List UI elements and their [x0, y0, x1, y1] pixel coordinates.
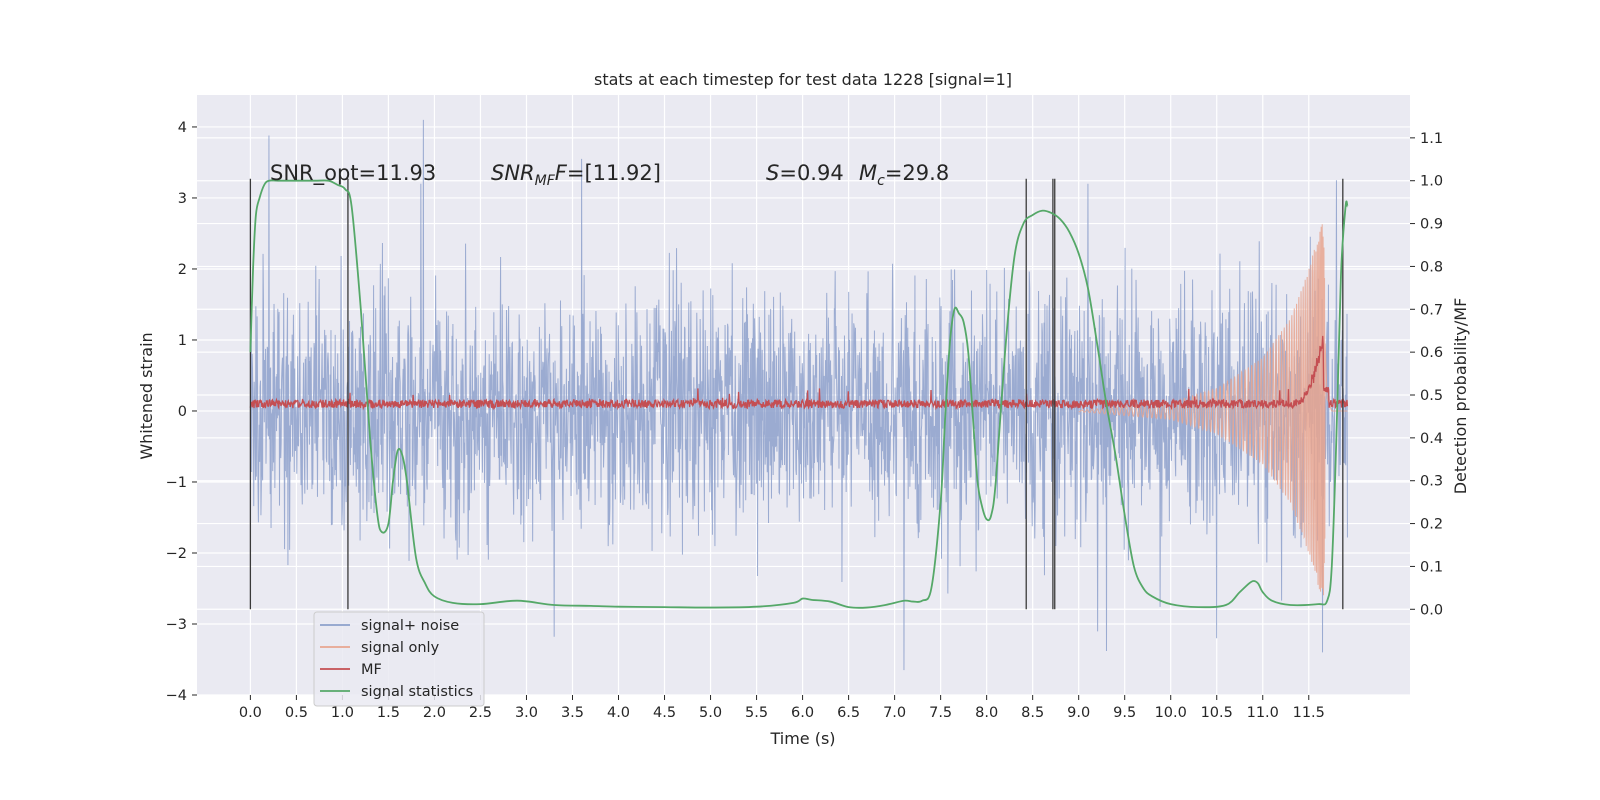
legend: signal+ noise signal only MF signal stat… [313, 611, 485, 707]
y-right-tick-label-3: 0.3 [1420, 474, 1443, 490]
y-right-tick-label-0: 0.0 [1420, 602, 1443, 618]
series-signal-only [1078, 224, 1348, 596]
y-right-tick-label-11: 1.1 [1420, 131, 1443, 147]
annotation-mc: Mc=29.8 [859, 161, 949, 189]
series-signal-statistics [249, 179, 1349, 609]
legend-item-signal-only: signal only [320, 640, 440, 656]
y-right-tick-label-1: 0.1 [1420, 559, 1443, 575]
y-axis-right-ticks: 0.0 0.1 0.2 0.3 0.4 0.5 0.6 0.7 0.8 0.9 1.0 1.1 [1410, 131, 1443, 618]
y-right-tick-label-5: 0.5 [1420, 388, 1443, 404]
x-tick-label-15: 7.5 [929, 705, 952, 721]
x-tick-label-21: 10.5 [1201, 705, 1233, 721]
y-tick-label-7: 3 [178, 191, 187, 207]
y-tick-label-1: −3 [166, 617, 187, 633]
y-tick-label-0: −4 [166, 688, 187, 704]
x-tick-label-23: 11.5 [1293, 705, 1325, 721]
x-tick-label-2: 1.0 [331, 705, 354, 721]
x-axis-ticks: 0.0 0.5 1.0 1.5 2.0 2.5 3.0 3.5 4.0 4.5 5.0 5.5 6.0 6… [239, 695, 1325, 721]
x-tick-label-12: 6.0 [791, 705, 814, 721]
legend-label-signal-noise: signal+ noise [361, 618, 459, 634]
y-right-tick-label-4: 0.4 [1420, 431, 1443, 447]
y-tick-label-8: 4 [178, 120, 187, 136]
mf-line [249, 335, 1349, 411]
legend-box [313, 611, 485, 707]
x-tick-label-18: 9.0 [1067, 705, 1090, 721]
y-tick-label-6: 2 [178, 262, 187, 278]
annotation-mc-rest: =29.8 [885, 161, 949, 185]
annotation-snr-mf-rest: =[11.92] [567, 161, 661, 185]
y-right-tick-label-8: 0.8 [1420, 259, 1443, 275]
x-axis-label: Time (s) [769, 729, 835, 748]
x-tick-label-7: 3.5 [561, 705, 584, 721]
y-tick-label-2: −2 [166, 546, 187, 562]
y-right-tick-label-9: 0.9 [1420, 217, 1443, 233]
x-tick-label-16: 8.0 [975, 705, 998, 721]
x-tick-label-22: 11.0 [1247, 705, 1279, 721]
y-tick-label-4: 0 [178, 404, 187, 420]
x-tick-label-5: 2.5 [469, 705, 492, 721]
x-tick-label-4: 2.0 [423, 705, 446, 721]
x-tick-label-0: 0.0 [239, 705, 262, 721]
series-signal-noise [249, 119, 1348, 671]
x-tick-label-1: 0.5 [285, 705, 308, 721]
legend-label-mf: MF [361, 662, 382, 678]
y-axis-right-label: Detection probability/MF [1451, 298, 1470, 495]
x-tick-label-3: 1.5 [377, 705, 400, 721]
y-tick-label-5: 1 [178, 333, 187, 349]
chart-title: stats at each timestep for test data 122… [594, 70, 1012, 89]
y-axis-label: Whitened strain [137, 332, 156, 459]
annotation-snr-mf-main: SNR [491, 161, 535, 185]
x-tick-label-9: 4.5 [653, 705, 676, 721]
annotation-s: S=0.94 [766, 161, 844, 185]
x-tick-label-20: 10.0 [1155, 705, 1187, 721]
y-right-tick-label-6: 0.6 [1420, 345, 1443, 361]
x-tick-label-19: 9.5 [1113, 705, 1136, 721]
x-tick-label-8: 4.0 [607, 705, 630, 721]
legend-label-signal-statistics: signal statistics [361, 684, 473, 700]
legend-item-mf: MF [320, 662, 382, 678]
x-tick-label-14: 7.0 [883, 705, 906, 721]
y-axis-ticks: −4 −3 −2 −1 0 1 2 3 4 [166, 120, 197, 704]
legend-item-signal-noise: signal+ noise [320, 618, 459, 634]
x-tick-label-17: 8.5 [1021, 705, 1044, 721]
x-tick-label-10: 5.0 [699, 705, 722, 721]
x-tick-label-11: 5.5 [745, 705, 768, 721]
annotation-snr-mf: SNRMFF=[11.92] [491, 161, 661, 189]
y-right-tick-label-2: 0.2 [1420, 517, 1443, 533]
signal-statistics-line [249, 179, 1349, 609]
annotation-s-main: S [766, 161, 779, 185]
y-right-tick-label-7: 0.7 [1420, 302, 1443, 318]
y-tick-label-3: −1 [166, 475, 187, 491]
legend-item-signal-statistics: signal statistics [320, 684, 473, 700]
annotation-s-rest: =0.94 [779, 161, 843, 185]
legend-label-signal-only: signal only [361, 640, 440, 656]
y-right-tick-label-10: 1.0 [1420, 174, 1443, 190]
signal-noise-line [249, 119, 1348, 671]
annotation-snr-opt: SNR_opt=11.93 [270, 161, 436, 186]
annotation-mc-sub: c [877, 173, 885, 189]
x-tick-label-13: 6.5 [837, 705, 860, 721]
annotation-mc-main: M [859, 161, 877, 185]
annotation-snr-mf-sub: MF [535, 173, 556, 189]
signal-only-line [1078, 224, 1348, 596]
series-mf [249, 335, 1349, 411]
x-tick-label-6: 3.0 [515, 705, 538, 721]
